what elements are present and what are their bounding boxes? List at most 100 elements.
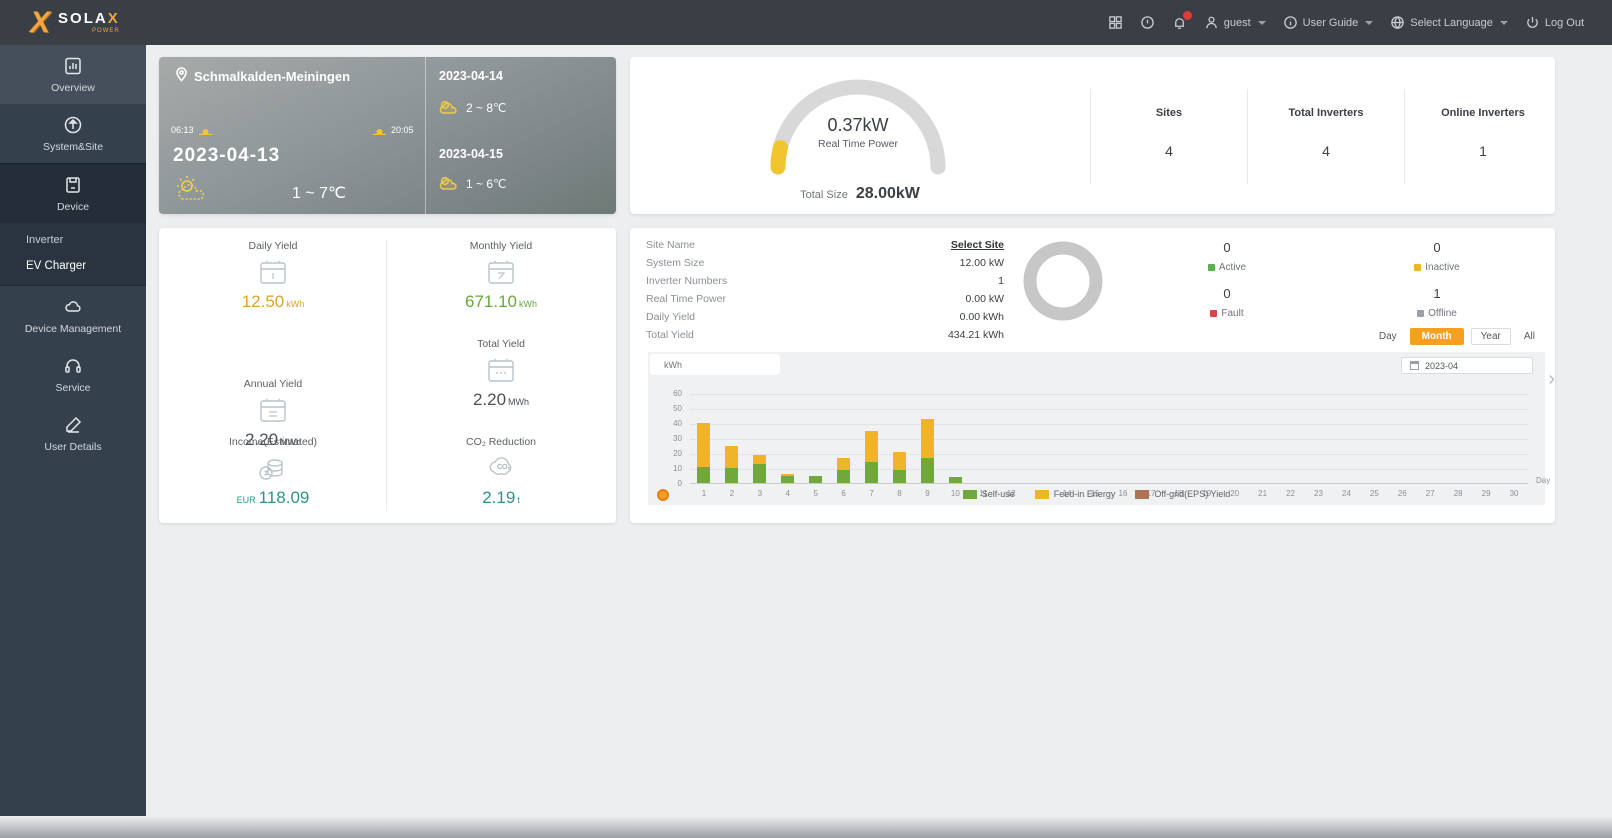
status-offline: 1 Offline xyxy=(1392,286,1482,319)
user-menu[interactable]: guest xyxy=(1204,15,1266,30)
status-fault: 0 Fault xyxy=(1182,286,1272,319)
language-menu[interactable]: Select Language xyxy=(1390,15,1508,30)
bar-segment xyxy=(920,457,934,483)
monthly-yield-cell: Monthly Yield 671.10 kWh xyxy=(465,240,537,311)
x-axis-tick: 23 xyxy=(1314,489,1323,498)
sunrise-icon xyxy=(198,126,212,135)
x-axis-tick: 21 xyxy=(1258,489,1268,498)
fault-dot-icon xyxy=(1210,310,1218,317)
topbar: X SOLAX POWER guest User Guide xyxy=(0,0,1612,45)
yield-chart: kWh 2023-04 0 10 20 30 40 50 60 1 2 3 4 5 6 7 8 9 10 11 12… xyxy=(648,352,1550,505)
offline-dot-icon xyxy=(1417,310,1425,317)
x-axis-tick: 10 xyxy=(950,489,960,498)
gridline xyxy=(690,439,1528,440)
gridline xyxy=(690,469,1528,470)
sidebar-item-user-details[interactable]: User Details xyxy=(0,404,146,463)
submenu-item-ev-charger[interactable]: EV Charger xyxy=(26,260,87,272)
sidebar-item-system-site[interactable]: System&Site xyxy=(0,104,146,163)
bar-stack xyxy=(697,423,711,483)
bar-segment xyxy=(753,454,767,464)
sunset-time: 20:05 xyxy=(373,125,414,135)
x-axis-tick: 1 xyxy=(701,489,707,498)
x-axis-label: Day xyxy=(1536,476,1551,485)
chevron-down-icon xyxy=(1257,20,1266,25)
info-row-real-time-power: Real Time Power 0.00 kW xyxy=(646,293,1004,305)
forecast-row-1: 2 ~ 8℃ xyxy=(437,99,507,116)
sunrise-time: 06:13 xyxy=(171,125,212,135)
info-row-system-size: System Size 12.00 kW xyxy=(646,257,1004,269)
y-axis-tick: 10 xyxy=(673,464,682,473)
real-time-power-label: Real Time Power xyxy=(818,138,898,150)
legend-feed-in: Feed-in Energy xyxy=(1034,489,1115,499)
bar-segment xyxy=(837,457,851,470)
forecast-temp-1: 2 ~ 8℃ xyxy=(466,100,507,115)
chart-date-picker[interactable]: 2023-04 xyxy=(1401,357,1533,374)
sidebar-item-overview[interactable]: Overview xyxy=(0,45,146,104)
weather-today-date: 2023-04-13 xyxy=(173,145,281,166)
sidebar-item-device-management[interactable]: Device Management xyxy=(0,286,146,345)
chart-legend: Self-use Feed-in Energy Off-grid(EPS) Yi… xyxy=(648,489,1545,499)
chevron-right-icon[interactable]: › xyxy=(1548,368,1555,390)
period-day[interactable]: Day xyxy=(1378,331,1397,342)
weather-location: Schmalkalden-Meiningen xyxy=(194,68,351,84)
home-icon[interactable] xyxy=(1140,15,1155,30)
sidebar-label: Device Management xyxy=(24,323,122,335)
pencil-icon xyxy=(63,415,83,435)
x-axis-tick: 3 xyxy=(757,489,763,498)
brand-sub: POWER xyxy=(92,28,120,34)
x-axis-tick: 19 xyxy=(1202,489,1212,498)
inactive-dot-icon xyxy=(1414,264,1422,271)
y-axis-tick: 20 xyxy=(673,449,682,458)
real-time-power-value: 0.37kW xyxy=(827,115,889,135)
bar-segment xyxy=(781,474,795,476)
y-axis-tick: 40 xyxy=(673,419,682,428)
x-axis-tick: 12 xyxy=(1006,489,1016,498)
site-panel-card: Site Name Select Site System Size 12.00 … xyxy=(630,228,1555,523)
period-year[interactable]: Year xyxy=(1470,328,1511,345)
submenu-item-inverter[interactable]: Inverter xyxy=(26,234,64,246)
select-site-link[interactable]: Select Site xyxy=(950,239,1004,251)
notifications-bell-icon[interactable] xyxy=(1172,11,1192,30)
x-axis-tick: 7 xyxy=(869,489,874,498)
sidebar-item-device[interactable]: Device xyxy=(0,163,146,223)
period-toggle: Day Month Year All xyxy=(1373,328,1541,345)
period-month[interactable]: Month xyxy=(1409,328,1464,345)
co2-reduction-cell: CO₂ Reduction CO₂ 2.19 t xyxy=(465,436,537,507)
gridline xyxy=(690,394,1528,395)
total-yield-cell: Total Yield 2.20 MWh xyxy=(472,338,530,409)
bar-stack xyxy=(725,445,739,483)
yield-card: Daily Yield 12.50 kWh Monthly Yield 671.1… xyxy=(159,228,616,523)
sidebar-item-service[interactable]: Service xyxy=(0,345,146,404)
brand-name: SOLAX xyxy=(58,10,120,27)
sidebar-label: System&Site xyxy=(42,141,104,153)
user-guide-label: User Guide xyxy=(1302,16,1359,29)
svg-text:CO₂: CO₂ xyxy=(497,464,511,471)
bar-stack xyxy=(920,418,934,483)
x-axis-tick: 27 xyxy=(1425,489,1435,498)
logout-button[interactable]: Log Out xyxy=(1525,15,1584,30)
co2-cloud-icon: CO₂ xyxy=(484,455,518,483)
x-axis-tick: 24 xyxy=(1341,489,1351,498)
x-axis-tick: 26 xyxy=(1397,489,1407,498)
apps-icon[interactable] xyxy=(1108,15,1123,30)
location-pin-icon xyxy=(175,67,188,85)
info-row-daily-yield: Daily Yield 0.00 kWh xyxy=(646,311,1004,323)
gridline xyxy=(690,454,1528,455)
legend-self-use: Self-use xyxy=(962,489,1015,499)
calendar-icon xyxy=(1410,361,1419,370)
x-axis-tick: 25 xyxy=(1369,489,1379,498)
x-axis-tick: 5 xyxy=(813,489,818,498)
x-axis-tick: 20 xyxy=(1230,489,1240,498)
calendar-month-icon xyxy=(484,259,518,287)
x-axis-tick: 9 xyxy=(925,489,930,498)
weather-card: Schmalkalden-Meiningen 06:13 20:05 2023-… xyxy=(159,57,616,214)
user-guide-menu[interactable]: User Guide xyxy=(1283,15,1374,30)
x-axis-tick: 30 xyxy=(1509,489,1519,498)
bar-segment xyxy=(837,469,851,483)
period-all[interactable]: All xyxy=(1523,331,1535,342)
bar-segment xyxy=(753,463,767,483)
x-axis-tick: 14 xyxy=(1062,489,1072,498)
stat-total-inverters: Total Inverters 4 xyxy=(1247,89,1404,184)
calendar-year-icon xyxy=(256,397,290,425)
inverter-status-donut xyxy=(1023,241,1103,326)
